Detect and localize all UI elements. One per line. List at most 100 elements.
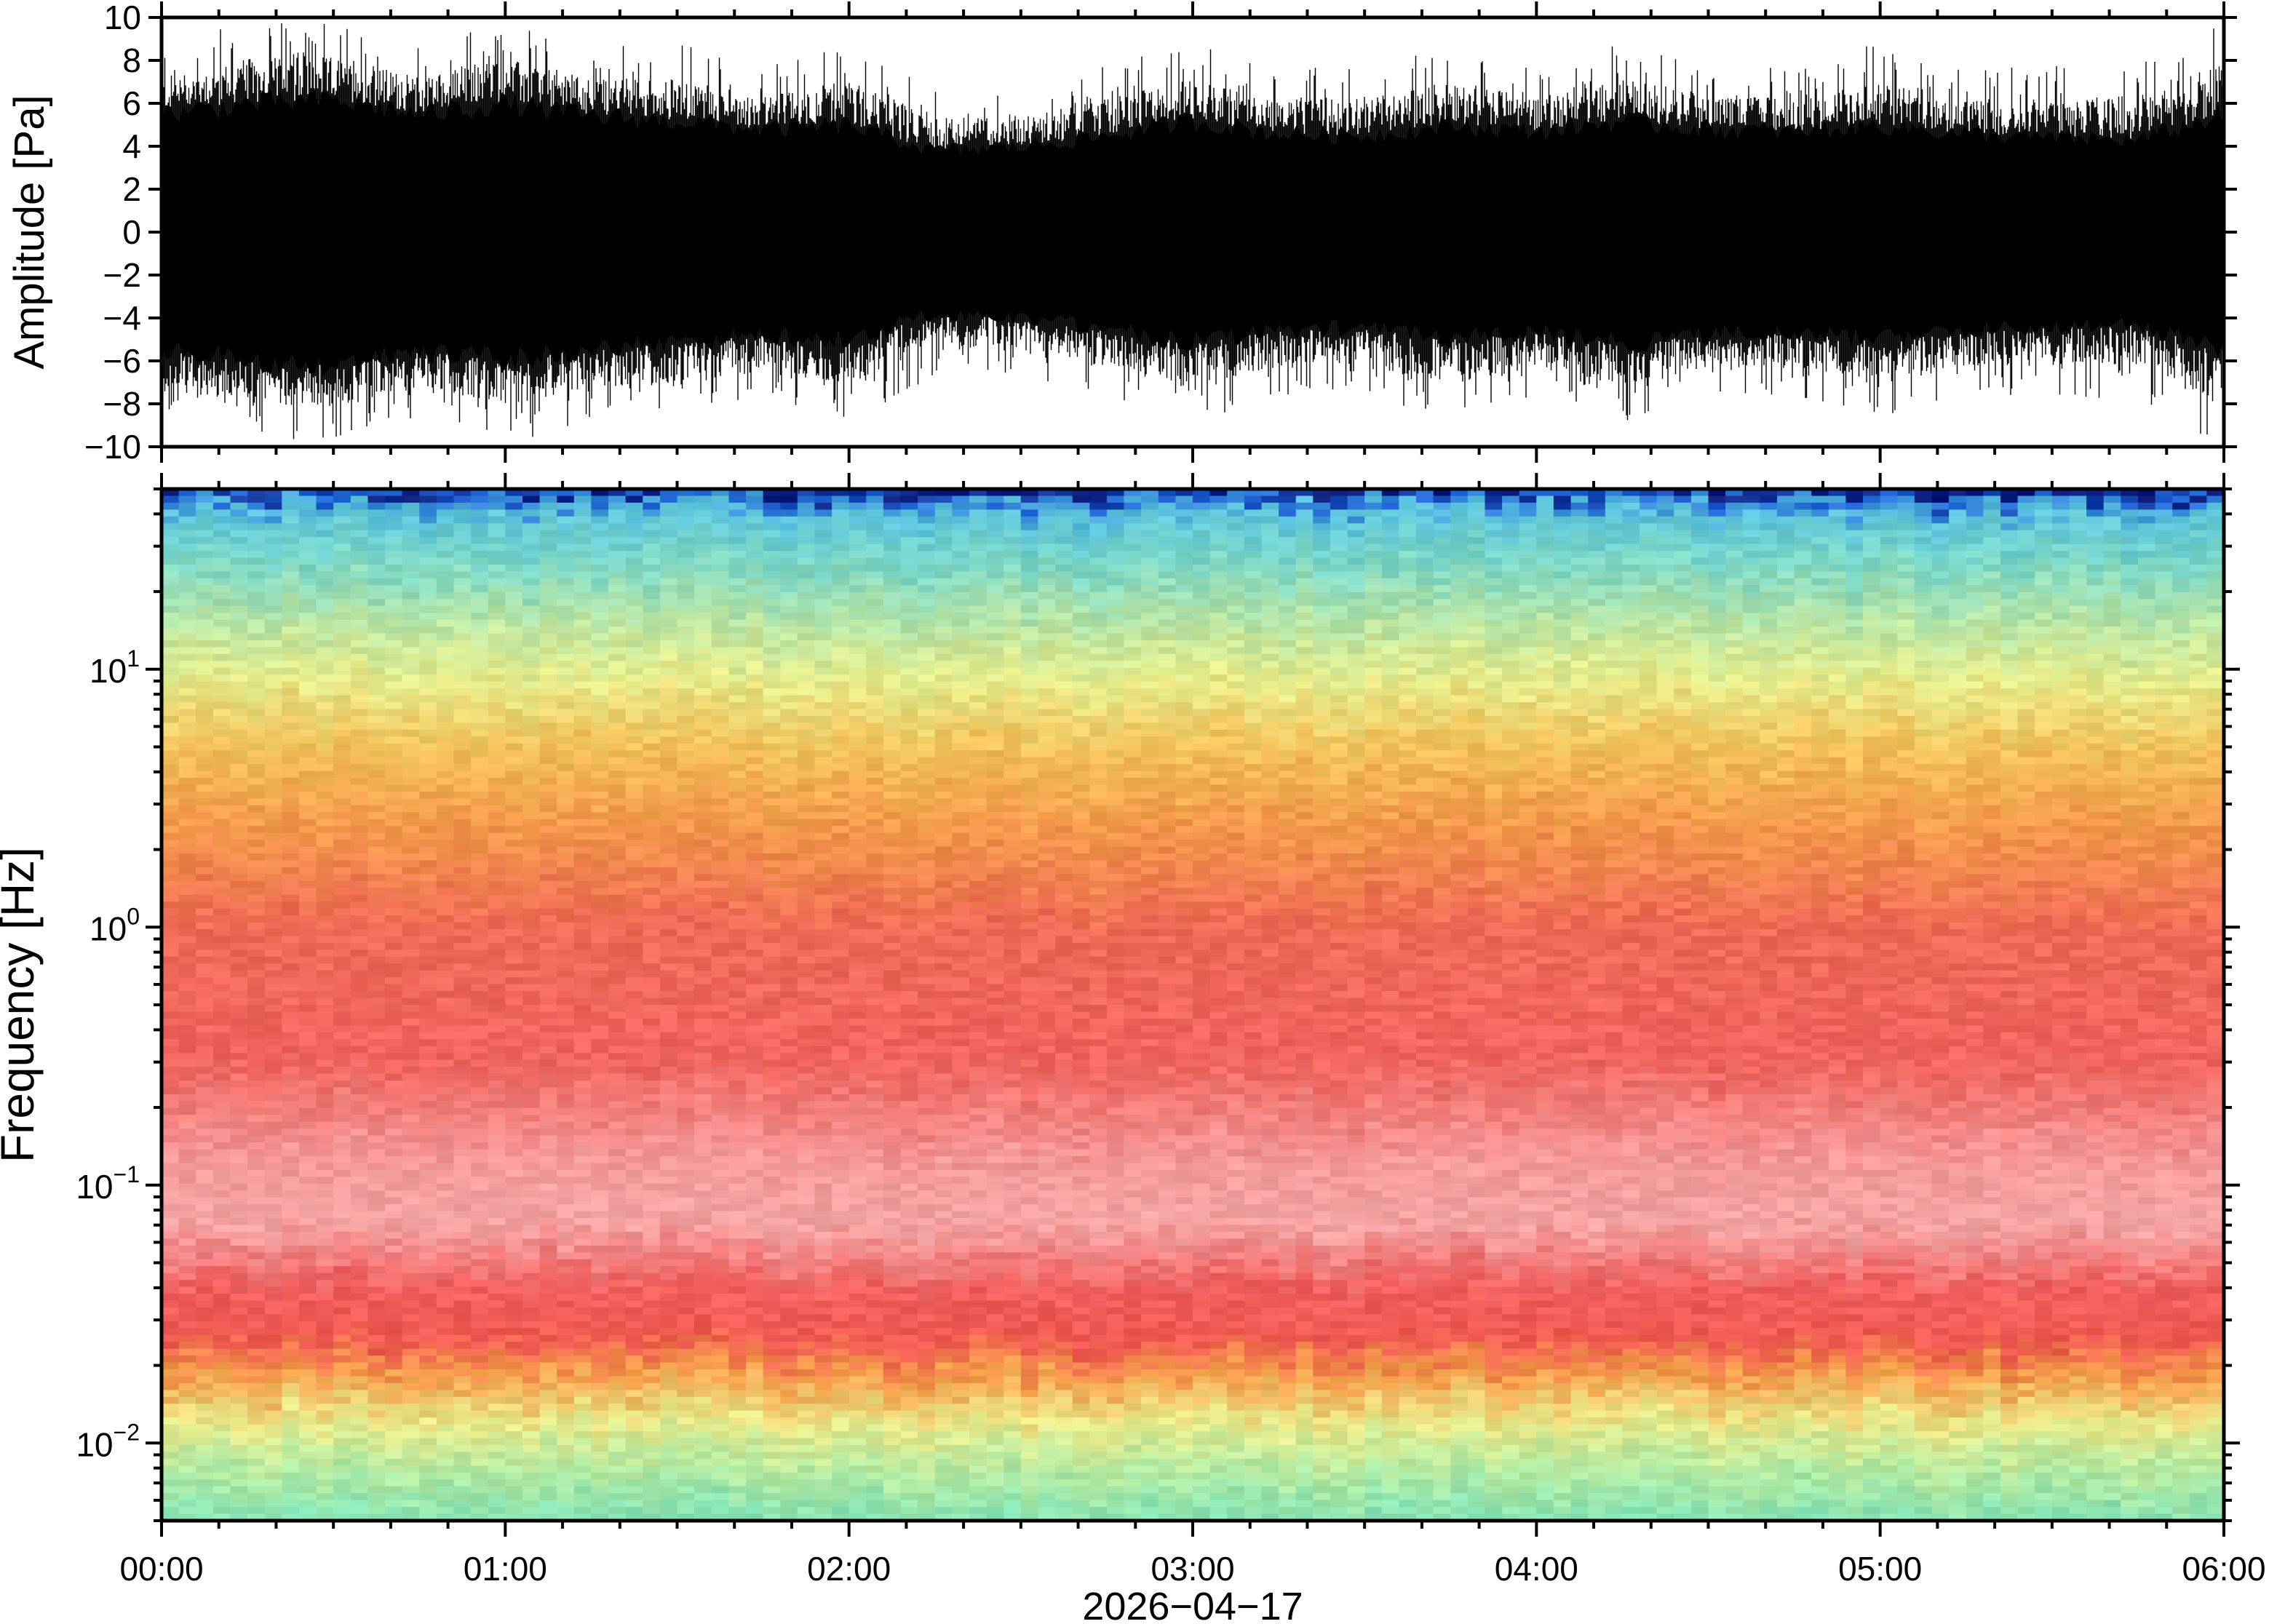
spectrogram-cell (694, 1445, 712, 1453)
spectrogram-cell (522, 936, 541, 944)
spectrogram-cell (196, 1431, 214, 1439)
spectrogram-cell (298, 1011, 317, 1019)
spectrogram-cell (488, 1334, 506, 1342)
spectrogram-cell (659, 1107, 678, 1115)
spectrogram-cell (247, 1183, 266, 1191)
spectrogram-cell (694, 1286, 712, 1294)
spectrogram-cell (711, 551, 729, 559)
spectrogram-cell (488, 565, 506, 573)
spectrogram-cell (573, 1149, 592, 1157)
spectrogram-cell (488, 1431, 506, 1439)
spectrogram-cell (453, 626, 472, 634)
spectrogram-cell (453, 778, 472, 786)
spectrogram-cell (333, 860, 351, 868)
spectrogram-cell (573, 901, 592, 909)
spectrogram-cell (488, 571, 506, 579)
spectrogram-cell (316, 1507, 334, 1515)
spectrogram-cell (608, 578, 627, 586)
spectrogram-cell (625, 908, 643, 916)
spectrogram-cell (573, 1163, 592, 1171)
spectrogram-cell (677, 908, 695, 916)
spectrogram-cell (402, 1218, 420, 1226)
spectrogram-cell (643, 784, 661, 792)
spectrogram-cell (505, 1177, 523, 1185)
spectrogram-cell (247, 1472, 266, 1480)
spectrogram-cell (333, 812, 351, 820)
spectrogram-cell (694, 1115, 712, 1123)
spectrogram-cell (591, 571, 609, 579)
spectrogram-cell (333, 661, 351, 669)
spectrogram-cell (557, 495, 575, 503)
spectrogram-cell (608, 592, 627, 600)
spectrogram-cell (573, 908, 592, 916)
spectrogram-cell (471, 778, 489, 786)
spectrogram-cell (573, 523, 592, 531)
spectrogram-cell (196, 619, 214, 627)
spectrogram-cell (419, 495, 437, 503)
spectrogram-cell (264, 1129, 282, 1137)
spectrogram-cell (659, 661, 678, 669)
spectrogram-cell (573, 894, 592, 902)
spectrogram-cell (230, 1245, 248, 1253)
spectrogram-cell (488, 516, 506, 524)
spectrogram-cell (402, 1032, 420, 1040)
spectrogram-cell (677, 1280, 695, 1288)
spectrogram-cell (402, 633, 420, 641)
spectrogram-cell (212, 1307, 231, 1315)
spectrogram-cell (230, 1369, 248, 1377)
spectrogram-cell (350, 1273, 368, 1281)
spectrogram-cell (316, 509, 334, 517)
spectrogram-cell (196, 1087, 214, 1095)
spectrogram-cell (162, 750, 180, 758)
spectrogram-cell (573, 1032, 592, 1040)
spectrogram-cell (282, 1445, 300, 1453)
spectrogram-cell (212, 557, 231, 565)
spectrogram-cell (247, 605, 266, 613)
spectrogram-cell (212, 1410, 231, 1418)
spectrogram-cell (402, 1039, 420, 1047)
spectrogram-cell (333, 1300, 351, 1308)
spectrogram-cell (557, 1362, 575, 1370)
spectrogram-cell (608, 743, 627, 751)
spectrogram-cell (522, 1018, 541, 1026)
spectrogram-cell (608, 1486, 627, 1494)
spectrogram-cell (162, 819, 180, 827)
spectrogram-cell (557, 805, 575, 813)
spectrogram-cell (212, 1018, 231, 1026)
spectrogram-cell (625, 1452, 643, 1460)
spectrogram-cell (659, 874, 678, 882)
spectrogram-cell (350, 1094, 368, 1102)
spectrogram-cell (453, 1025, 472, 1033)
spectrogram-cell (677, 653, 695, 661)
spectrogram-cell (608, 798, 627, 806)
spectrogram-cell (573, 853, 592, 861)
spectrogram-cell (471, 674, 489, 682)
spectrogram-cell (282, 1129, 300, 1137)
spectrogram-cell (367, 667, 386, 675)
spectrogram-cell (677, 853, 695, 861)
spectrogram-cell (591, 1266, 609, 1274)
spectrogram-cell (539, 1286, 557, 1294)
spectrogram-cell (471, 1115, 489, 1123)
spectrogram-cell (264, 653, 282, 661)
spectrogram-cell (573, 819, 592, 827)
spectrogram-cell (162, 578, 180, 586)
spectrogram-cell (178, 970, 196, 978)
spectrogram-cell (677, 991, 695, 999)
spectrogram-cell (333, 565, 351, 573)
spectrogram-cell (212, 956, 231, 964)
spectrogram-cell (212, 495, 231, 503)
spectrogram-cell (402, 709, 420, 717)
spectrogram-cell (659, 1115, 678, 1123)
spectrogram-cell (196, 1500, 214, 1508)
spectrogram-cell (539, 1252, 557, 1260)
spectrogram-cell (711, 709, 729, 717)
spectrogram-cell (436, 826, 455, 834)
spectrogram-cell (333, 963, 351, 971)
spectrogram-cell (178, 942, 196, 950)
spectrogram-cell (436, 1025, 455, 1033)
spectrogram-cell (264, 1183, 282, 1191)
spectrogram-cell (557, 1094, 575, 1102)
spectrogram-cell (247, 812, 266, 820)
